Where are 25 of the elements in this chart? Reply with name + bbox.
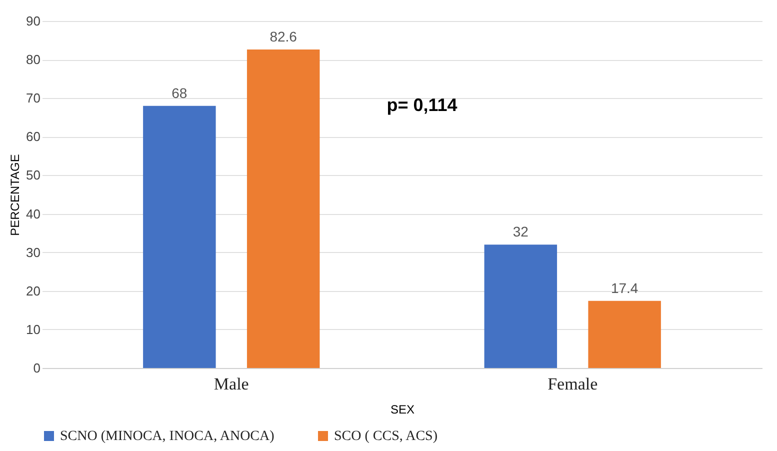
y-tick-label: 0 <box>33 360 40 376</box>
data-label: 68 <box>172 84 188 101</box>
y-tick-label: 90 <box>26 14 40 28</box>
annotation: p= 0,114 <box>386 95 458 115</box>
legend-label: SCO ( CCS, ACS) <box>334 429 438 444</box>
y-tick-label: 70 <box>26 90 40 106</box>
x-tick-label: Male <box>214 374 249 394</box>
y-tick-label: 10 <box>26 322 40 337</box>
data-label: 32 <box>512 224 529 240</box>
y-tick-label: 40 <box>26 206 40 222</box>
bar <box>484 244 558 368</box>
data-label: 17.4 <box>610 280 638 296</box>
data-label: 82.6 <box>270 28 298 45</box>
y-axis-title: PERCENTAGE <box>8 154 22 236</box>
x-tick-label: Female <box>548 374 598 394</box>
y-tick-label: 20 <box>26 283 40 298</box>
bar <box>246 50 320 368</box>
y-tick-label: 80 <box>26 52 40 68</box>
y-tick-label: 50 <box>26 168 40 183</box>
legend-label: SCNO (MINOCA, INOCA, ANOCA) <box>60 429 275 444</box>
bar <box>588 300 661 368</box>
y-tick-label: 60 <box>26 129 40 144</box>
x-axis-title: SEX <box>390 402 415 416</box>
bar <box>143 106 216 368</box>
y-tick-label: 30 <box>26 244 40 260</box>
